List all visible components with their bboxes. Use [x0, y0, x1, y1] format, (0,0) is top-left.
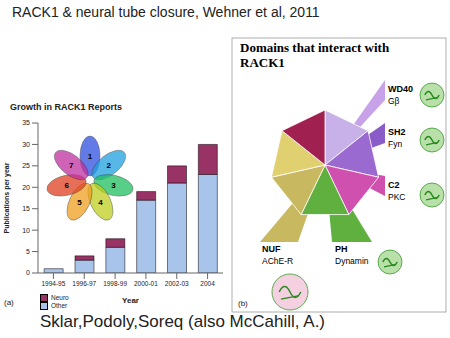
svg-text:4: 4 — [98, 198, 103, 207]
svg-text:NUF: NUF — [262, 244, 281, 254]
svg-text:AChE-R: AChE-R — [262, 256, 293, 266]
html-text:Other: Other — [51, 302, 68, 309]
svg-text:Publications per year: Publications per year — [8, 162, 11, 233]
svg-text:7: 7 — [69, 161, 74, 170]
svg-text:15: 15 — [22, 205, 30, 212]
svg-text:1998-99: 1998-99 — [103, 280, 127, 287]
svg-text:2004: 2004 — [200, 280, 215, 287]
svg-text:20: 20 — [22, 184, 30, 191]
html-text:Sklar,Podoly,Soreq (also McCah: Sklar,Podoly,Soreq (also McCahill, A.) — [40, 312, 325, 331]
svg-text:5: 5 — [77, 198, 82, 207]
svg-text:0: 0 — [26, 269, 30, 276]
svg-text:6: 6 — [64, 181, 69, 190]
svg-text:1996-97: 1996-97 — [72, 280, 96, 287]
svg-text:Year: Year — [122, 296, 139, 305]
svg-text:3: 3 — [111, 181, 116, 190]
svg-text:2: 2 — [107, 161, 112, 170]
svg-text:30: 30 — [22, 141, 30, 148]
svg-text:Gβ: Gβ — [388, 96, 400, 106]
svg-text:1994-95: 1994-95 — [41, 280, 65, 287]
svg-text:PH: PH — [335, 244, 348, 254]
svg-text:C2: C2 — [388, 180, 400, 190]
svg-text:10: 10 — [22, 227, 30, 234]
svg-text:2000-01: 2000-01 — [134, 280, 158, 287]
html-text:Growth in RACK1 Reports: Growth in RACK1 Reports — [10, 102, 122, 112]
svg-text:WD40: WD40 — [388, 84, 413, 94]
svg-text:5: 5 — [26, 248, 30, 255]
svg-text:2002-03: 2002-03 — [165, 280, 189, 287]
svg-text:35: 35 — [22, 119, 30, 126]
html-text:RACK1 & neural tube closure, W: RACK1 & neural tube closure, Wehner et a… — [12, 4, 320, 20]
svg-text:1: 1 — [88, 152, 93, 161]
svg-text:25: 25 — [22, 162, 30, 169]
svg-text:SH2: SH2 — [388, 127, 406, 137]
svg-text:(b): (b) — [238, 299, 248, 308]
html-text:Domains that interact with RAC: Domains that interact with RACK1 — [240, 40, 390, 70]
svg-text:PKC: PKC — [388, 192, 405, 202]
svg-text:Fyn: Fyn — [388, 139, 402, 149]
html-text:Neuro: Neuro — [51, 294, 69, 301]
html-text:(a): (a) — [4, 298, 14, 307]
svg-text:Dynamin: Dynamin — [335, 256, 369, 266]
